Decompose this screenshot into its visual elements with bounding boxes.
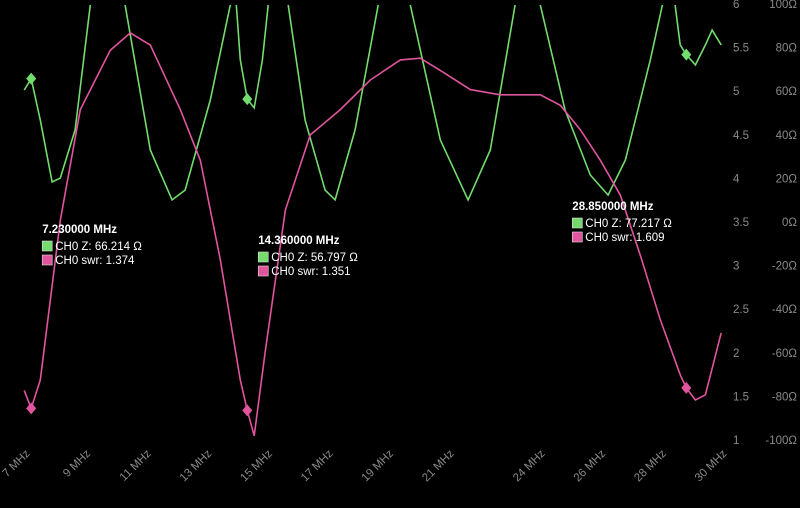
marker-diamond <box>681 48 692 61</box>
x-tick-label: 15 MHz <box>238 448 275 485</box>
marker-frequency: 7.230000 MHz <box>42 224 117 236</box>
marker-z: CH0 Z: 66.214 Ω <box>55 241 142 253</box>
marker-frequency: 28.850000 MHz <box>572 201 653 213</box>
y-tick-label: 5 <box>733 86 739 98</box>
x-tick-label: 17 MHz <box>299 448 336 485</box>
y-tick-label: 3.5 <box>733 217 749 229</box>
y-tick-label: 2 <box>733 348 739 360</box>
x-tick-label: 21 MHz <box>420 448 457 485</box>
marker-z: CH0 Z: 56.797 Ω <box>271 252 358 264</box>
y2-tick-label: 80Ω <box>776 43 798 55</box>
x-tick-label: 30 MHz <box>693 448 730 485</box>
x-tick-label: 13 MHz <box>178 448 215 485</box>
marker-z: CH0 Z: 77.217 Ω <box>585 218 672 230</box>
x-tick-label: 24 MHz <box>511 448 548 485</box>
x-tick-label: 19 MHz <box>360 448 397 485</box>
marker-swr: CH0 swr: 1.351 <box>271 266 350 278</box>
legend-swatch <box>41 240 53 252</box>
legend-swatch <box>41 254 53 266</box>
x-tick-label: 11 MHz <box>118 448 154 484</box>
y2-tick-label: -100Ω <box>765 435 797 447</box>
x-tick-label: 26 MHz <box>572 448 609 485</box>
marker-diamond <box>681 381 692 394</box>
y2-tick-label: -80Ω <box>772 391 798 403</box>
y2-tick-label: -60Ω <box>772 348 798 360</box>
y2-tick-label: 20Ω <box>776 173 798 185</box>
y-tick-label: 3 <box>733 261 739 273</box>
legend-swatch <box>257 265 269 277</box>
marker-diamond <box>242 93 253 106</box>
y-tick-label: 4 <box>733 173 740 185</box>
marker-diamond <box>26 402 37 415</box>
marker-swr: CH0 swr: 1.609 <box>585 232 664 244</box>
marker-frequency: 14.360000 MHz <box>258 235 339 247</box>
y-tick-label: 1 <box>733 435 739 447</box>
y2-tick-label: 100Ω <box>769 0 797 11</box>
legend-swatch <box>572 217 583 229</box>
y-tick-label: 6 <box>733 0 739 11</box>
y2-tick-label: -20Ω <box>772 261 798 273</box>
y2-tick-label: 40Ω <box>776 130 798 142</box>
y2-tick-label: -40Ω <box>772 304 798 316</box>
x-tick-label: 7 MHz <box>1 448 33 480</box>
marker-diamond <box>26 72 37 85</box>
y-tick-label: 1.5 <box>733 391 749 403</box>
x-tick-label: 28 MHz <box>632 448 669 485</box>
legend-swatch <box>572 231 583 243</box>
marker-swr: CH0 swr: 1.374 <box>55 255 135 267</box>
marker-diamond <box>242 404 253 417</box>
legend-swatch <box>257 251 269 263</box>
y2-tick-label: 60Ω <box>776 86 798 98</box>
y2-tick-label: 0Ω <box>782 217 797 229</box>
series-line <box>23 31 722 437</box>
x-tick-label: 9 MHz <box>61 448 93 480</box>
plot-area <box>23 4 722 437</box>
y-tick-label: 5.5 <box>733 43 749 55</box>
series-line <box>23 4 722 202</box>
y-tick-label: 2.5 <box>733 304 749 316</box>
y-tick-label: 4.5 <box>733 130 749 142</box>
